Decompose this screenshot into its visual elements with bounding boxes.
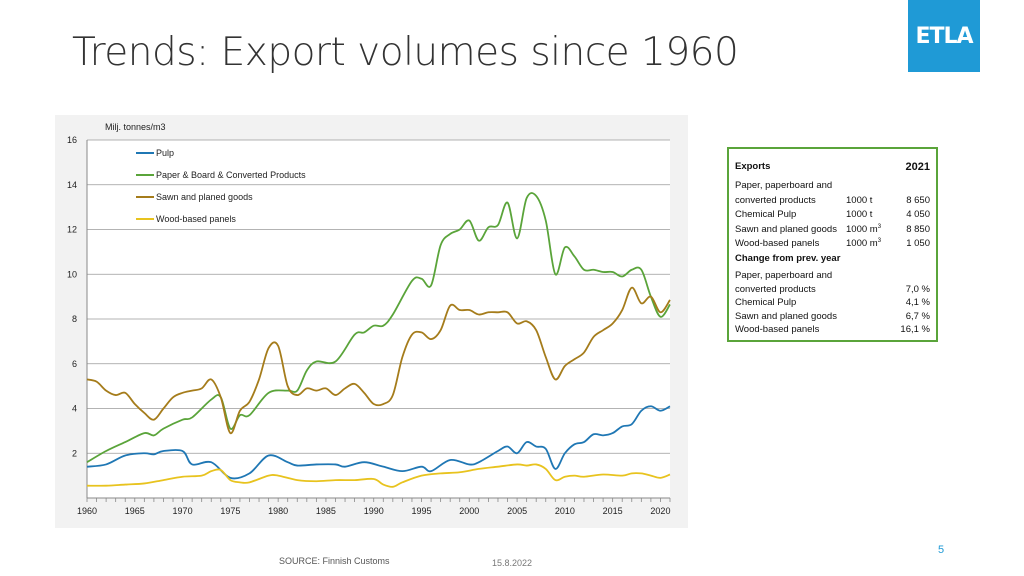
summary-row-label: Paper, paperboard and — [735, 180, 833, 191]
legend-label: Sawn and planed goods — [156, 192, 253, 202]
x-tick-label: 1970 — [173, 506, 193, 516]
x-tick-label: 2000 — [459, 506, 479, 516]
change-label: Change from prev. year — [735, 253, 841, 264]
change-row-value: 4,1 % — [905, 297, 930, 309]
change-header: Change from prev. year — [735, 253, 930, 264]
x-tick-label: 2010 — [555, 506, 575, 516]
summary-row-value: 8 850 — [906, 223, 930, 235]
x-tick-label: 1985 — [316, 506, 336, 516]
series-line-pulp — [86, 405, 671, 480]
slide-date: 15.8.2022 — [492, 558, 533, 568]
summary-row-unit: 1000 m3 — [846, 224, 890, 235]
summary-row-unit: 1000 t — [846, 209, 890, 220]
change-row-value — [890, 270, 930, 281]
x-tick-label: 1990 — [364, 506, 384, 516]
summary-row-value — [890, 180, 930, 191]
change-row: converted products 7,0 % — [735, 284, 930, 295]
change-row-value: 7,0 % — [905, 283, 930, 295]
change-row-label: Sawn and planed goods — [735, 310, 837, 322]
change-row-label: Wood-based panels — [735, 324, 820, 336]
source-note: SOURCE: Finnish Customs — [279, 556, 390, 566]
summary-row-label: converted products — [735, 194, 816, 206]
summary-row: Chemical Pulp 1000 t 4 050 — [735, 209, 930, 220]
slide-title: Trends: Export volumes since 1960 — [72, 30, 739, 75]
summary-row-unit: 1000 t — [846, 195, 890, 206]
x-tick-label: 1960 — [77, 506, 97, 516]
change-row-value: 16,1 % — [900, 324, 930, 336]
x-tick-label: 1975 — [220, 506, 240, 516]
series-line-paper-board — [86, 192, 671, 463]
summary-row-unit-text: 1000 m — [846, 238, 878, 250]
y-tick-label: 4 — [72, 404, 77, 414]
etla-logo: ETLA — [908, 0, 980, 72]
y-tick-label: 6 — [72, 359, 77, 369]
change-row-label: Paper, paperboard and — [735, 270, 833, 281]
summary-row-label: Wood-based panels — [735, 238, 820, 249]
y-tick-label: 14 — [67, 180, 77, 190]
series-line-sawn-goods — [86, 286, 671, 435]
summary-row-value: 1 050 — [906, 238, 930, 249]
x-tick-label: 1965 — [125, 506, 145, 516]
y-tick-label: 10 — [67, 269, 77, 279]
y-tick-label: 8 — [72, 314, 77, 324]
summary-row: converted products 1000 t 8 650 — [735, 195, 930, 206]
exports-summary-box: Exports 2021 Paper, paperboard and conver… — [727, 147, 938, 342]
page-number: 5 — [938, 544, 945, 556]
summary-row-unit — [846, 180, 890, 191]
summary-row-label: Chemical Pulp — [735, 209, 797, 220]
summary-year: 2021 — [905, 161, 930, 173]
summary-row: Paper, paperboard and — [735, 180, 930, 191]
y-tick-label: 2 — [72, 448, 77, 458]
change-row: Paper, paperboard and — [735, 270, 930, 281]
unit-superscript: 3 — [877, 238, 882, 244]
summary-row: Wood-based panels 1000 m3 1 050 — [735, 238, 930, 249]
exports-label: Exports — [735, 161, 771, 172]
export-volume-chart: Milj. tonnes/m3 2 4 6 8 10 12 14 16 1960 1965 1970… — [55, 115, 688, 528]
change-row: Chemical Pulp 4,1 % — [735, 297, 930, 308]
change-row: Sawn and planed goods 6,7 % — [735, 311, 930, 322]
summary-row-unit-text: 1000 m — [846, 223, 878, 235]
legend-label: Pulp — [156, 148, 174, 158]
change-row: Wood-based panels 16,1 % — [735, 324, 930, 335]
unit-superscript: 3 — [877, 223, 882, 230]
x-tick-label: 2005 — [507, 506, 527, 516]
y-tick-label: 16 — [67, 135, 77, 145]
legend-label: Wood-based panels — [156, 214, 236, 224]
summary-row-value: 8 650 — [906, 194, 930, 206]
summary-header: Exports 2021 — [735, 161, 930, 173]
y-axis-label: Milj. tonnes/m3 — [105, 122, 166, 132]
summary-row: Sawn and planed goods 1000 m3 8 850 — [735, 224, 930, 235]
chart-svg: 2 4 6 8 10 12 14 16 1960 1965 1970 1975 1980 1985 1990… — [67, 135, 671, 516]
summary-row-unit-text: 1000 t — [846, 194, 873, 206]
change-row-value: 6,7 % — [905, 310, 930, 322]
x-tick-label: 2020 — [650, 506, 670, 516]
legend-label: Paper & Board & Converted Products — [156, 170, 306, 180]
y-tick-label: 12 — [67, 225, 77, 235]
summary-row-value: 4 050 — [906, 209, 930, 220]
series-line-wood-panels — [86, 463, 671, 488]
summary-row-label: Sawn and planed goods — [735, 223, 837, 235]
change-row-label: Chemical Pulp — [735, 297, 797, 309]
x-tick-label: 1980 — [268, 506, 288, 516]
change-row-label: converted products — [735, 283, 816, 295]
x-tick-label: 2015 — [603, 506, 623, 516]
x-tick-label: 1995 — [411, 506, 431, 516]
summary-row-unit-text: 1000 t — [846, 209, 873, 220]
summary-row-unit: 1000 m3 — [846, 238, 890, 249]
